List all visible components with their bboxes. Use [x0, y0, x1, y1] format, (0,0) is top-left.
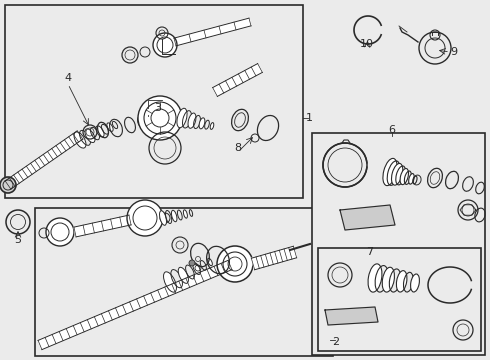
Circle shape: [138, 96, 182, 140]
Ellipse shape: [396, 271, 407, 292]
Bar: [318, 248, 481, 351]
Polygon shape: [5, 131, 83, 189]
Ellipse shape: [160, 211, 167, 225]
Text: 4: 4: [65, 73, 72, 83]
Polygon shape: [325, 307, 378, 325]
Text: 8: 8: [234, 143, 242, 153]
Text: 3: 3: [154, 103, 162, 113]
Ellipse shape: [208, 258, 212, 266]
Circle shape: [0, 177, 16, 193]
Polygon shape: [251, 246, 296, 270]
Ellipse shape: [383, 158, 397, 186]
Ellipse shape: [210, 123, 214, 129]
Ellipse shape: [183, 210, 187, 218]
Ellipse shape: [107, 123, 113, 131]
Ellipse shape: [178, 267, 189, 283]
Ellipse shape: [382, 267, 394, 292]
Polygon shape: [38, 260, 232, 350]
Ellipse shape: [193, 263, 200, 275]
Ellipse shape: [172, 210, 177, 222]
Circle shape: [127, 200, 163, 236]
Text: 5: 5: [15, 235, 22, 245]
Text: 10: 10: [360, 39, 374, 49]
Polygon shape: [74, 215, 131, 237]
Ellipse shape: [188, 113, 196, 128]
Text: 2: 2: [332, 337, 340, 347]
Bar: [312, 133, 485, 355]
Text: 1: 1: [305, 113, 313, 123]
Ellipse shape: [409, 174, 414, 184]
Ellipse shape: [74, 132, 86, 148]
Text: 6: 6: [389, 125, 395, 135]
Ellipse shape: [164, 272, 176, 292]
Ellipse shape: [96, 126, 104, 137]
Text: 9: 9: [450, 47, 458, 57]
Ellipse shape: [392, 163, 403, 185]
Ellipse shape: [400, 168, 409, 185]
Ellipse shape: [199, 118, 205, 129]
Ellipse shape: [85, 129, 95, 143]
Circle shape: [46, 218, 74, 246]
Polygon shape: [174, 18, 251, 46]
Ellipse shape: [368, 264, 382, 292]
Circle shape: [189, 260, 195, 266]
Ellipse shape: [177, 108, 187, 128]
Text: 7: 7: [367, 247, 373, 257]
Polygon shape: [213, 64, 262, 96]
Bar: [5, 5, 303, 198]
Circle shape: [217, 246, 253, 282]
Circle shape: [153, 33, 177, 57]
Ellipse shape: [411, 274, 419, 292]
Polygon shape: [340, 205, 395, 230]
Bar: [35, 208, 333, 356]
